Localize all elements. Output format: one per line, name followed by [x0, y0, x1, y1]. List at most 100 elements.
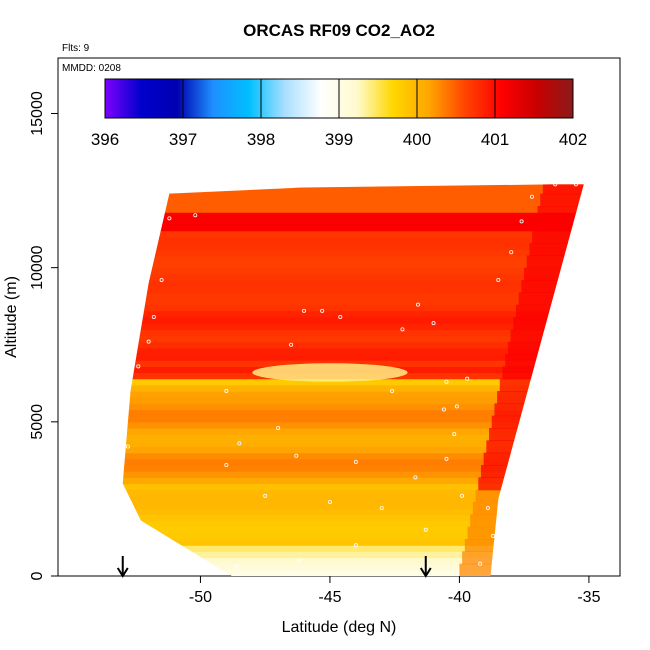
field-edge-cell [510, 329, 553, 343]
x-axis-label: Latitude (deg N) [282, 619, 397, 636]
sample-points [125, 182, 578, 569]
field-band [122, 243, 584, 250]
field-band [122, 249, 584, 256]
field-band [122, 446, 584, 454]
field-edge-cell [542, 184, 584, 195]
field-band [122, 508, 584, 515]
flight-marker-arrow [419, 556, 432, 578]
field-band [122, 502, 584, 509]
sample-point [294, 453, 299, 458]
sample-point [276, 425, 281, 430]
y-tick-label: 10000 [29, 245, 46, 290]
sample-point [289, 342, 294, 347]
field-edge-cell [502, 366, 544, 380]
sample-point [224, 462, 229, 467]
sample-point [441, 407, 446, 412]
field-edge-cell [537, 206, 579, 219]
flights-label: Flts: 9 [62, 43, 90, 54]
field-band [122, 341, 584, 349]
sample-point [553, 182, 558, 187]
field-band [122, 483, 584, 491]
sample-point [151, 314, 156, 319]
field-band [122, 273, 584, 281]
field-band [122, 532, 584, 540]
field-band [122, 360, 584, 367]
flight-marker-arrow [116, 556, 129, 578]
field-edge-cell [478, 477, 520, 491]
field-band [122, 280, 584, 287]
field-band [122, 563, 584, 571]
field-band [122, 569, 584, 576]
field-edge-cell [491, 415, 534, 429]
colorbar-ticks: 396 397 398 399 400 401 402 [91, 79, 587, 149]
field-edge-cell [483, 452, 526, 466]
field-edge-cell [475, 489, 518, 503]
sample-point [431, 321, 436, 326]
field-band [122, 310, 584, 318]
field-band [122, 206, 584, 213]
sample-point [353, 543, 358, 548]
sample-point [296, 558, 301, 563]
field-band [122, 286, 584, 293]
sample-point [444, 379, 449, 384]
field-band [122, 267, 584, 275]
field-edge-cell [529, 243, 571, 256]
sample-point [496, 277, 501, 282]
field-band [122, 545, 584, 552]
field-edge-cell [470, 514, 512, 528]
field-band [122, 193, 584, 201]
field-band [122, 187, 584, 195]
flight-markers [116, 556, 432, 578]
field-band [122, 298, 584, 306]
field-edge-cell [462, 551, 504, 565]
sample-point [320, 308, 325, 313]
field-band [122, 378, 584, 386]
sample-point [452, 432, 457, 437]
colorbar-tick-label: 398 [247, 130, 275, 149]
field-band [122, 261, 584, 269]
x-tick-label: -45 [318, 589, 341, 606]
field-band [122, 323, 584, 330]
sample-point [224, 388, 229, 393]
sample-point [390, 388, 395, 393]
sample-point [234, 564, 239, 569]
date-label: MMDD: 0208 [62, 63, 121, 74]
sample-point [573, 182, 578, 187]
colorbar-tick-label: 396 [91, 130, 119, 149]
x-tick-label: -50 [189, 589, 212, 606]
field-edge-cell [526, 255, 569, 269]
field-edge-cell [532, 230, 574, 244]
field-edge-cell [459, 563, 501, 576]
sample-point [136, 364, 141, 369]
field-band [122, 489, 584, 497]
field-band [122, 317, 584, 324]
field-edge-cell [540, 193, 582, 207]
field-band [122, 526, 584, 534]
field-edge-cell [524, 267, 566, 281]
field-band [122, 434, 584, 441]
field-edge-cell [494, 403, 536, 417]
field-band [122, 458, 584, 466]
field-band [122, 403, 584, 411]
sample-point [519, 219, 524, 224]
field-band [122, 354, 584, 361]
y-axis-label: Altitude (m) [3, 276, 20, 358]
sample-point [444, 456, 449, 461]
sample-point [478, 561, 483, 566]
field-edge-cell [467, 526, 509, 540]
sample-point [159, 277, 164, 282]
co2-field [122, 184, 584, 576]
sample-point [338, 314, 343, 319]
field-edge-cell [534, 218, 577, 232]
field-band [122, 465, 584, 472]
colorbar-tick-label: 402 [559, 130, 587, 149]
field-band [122, 477, 584, 485]
field-edge-cell [513, 317, 555, 330]
field-edge-cell [497, 391, 539, 404]
field-band [122, 557, 584, 565]
field-band [122, 415, 584, 423]
field-band [122, 218, 584, 226]
field-band [122, 199, 584, 207]
field-band [122, 397, 584, 404]
